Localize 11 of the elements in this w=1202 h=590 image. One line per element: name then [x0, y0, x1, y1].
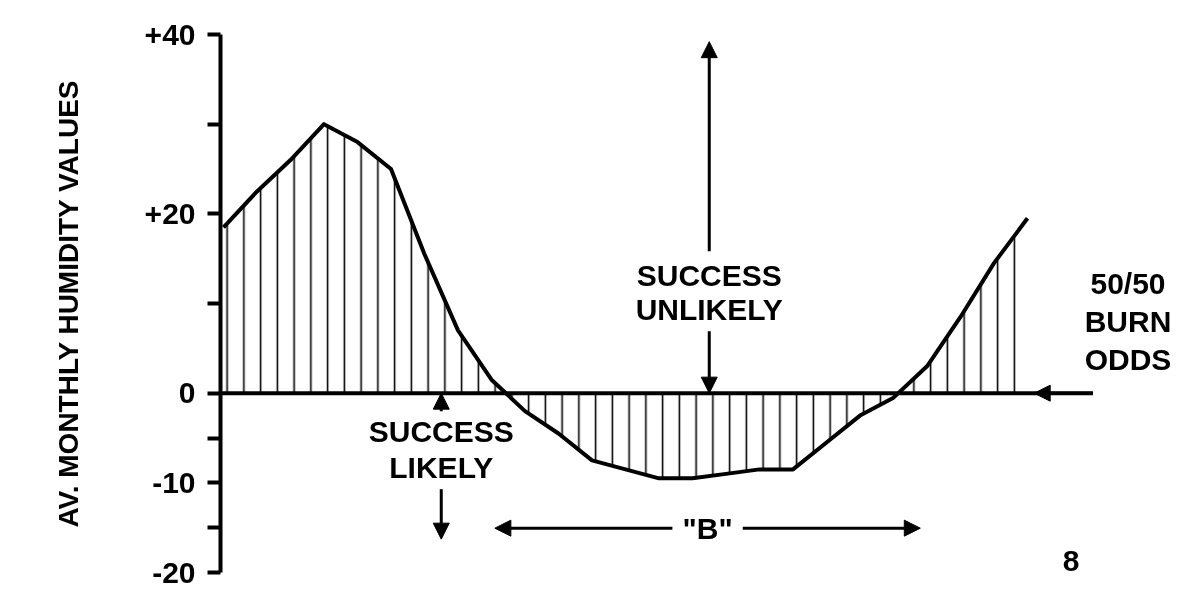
- y-axis-title: AV. MONTHLY HUMIDITY VALUES: [52, 80, 84, 528]
- y-tick-label: 0: [178, 376, 196, 410]
- annotation: SUCCESS UNLIKELY: [635, 258, 783, 326]
- annotation: "B": [682, 511, 733, 545]
- y-tick-label: +40: [144, 17, 196, 51]
- y-tick-label: -20: [152, 555, 196, 589]
- ref-line-label: 50/50 BURN ODDS: [1084, 266, 1172, 376]
- y-tick-label: +20: [144, 196, 196, 230]
- annotation: SUCCESS LIKELY: [368, 414, 514, 484]
- y-tick-label: -10: [152, 465, 196, 499]
- text: 8: [1062, 544, 1080, 578]
